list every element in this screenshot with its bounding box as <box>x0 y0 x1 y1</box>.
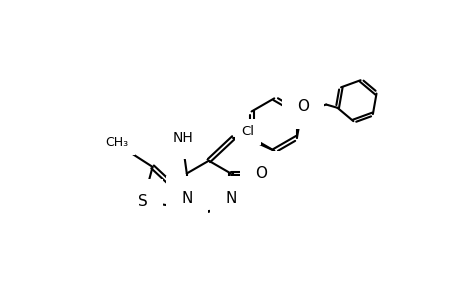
Text: Cl: Cl <box>241 125 254 138</box>
Text: O: O <box>255 166 267 181</box>
Text: N: N <box>224 191 236 206</box>
Text: NH: NH <box>172 131 193 145</box>
Text: O: O <box>297 99 308 114</box>
Text: N: N <box>181 191 192 206</box>
Text: S: S <box>137 194 147 209</box>
Text: CH₃: CH₃ <box>106 136 129 149</box>
